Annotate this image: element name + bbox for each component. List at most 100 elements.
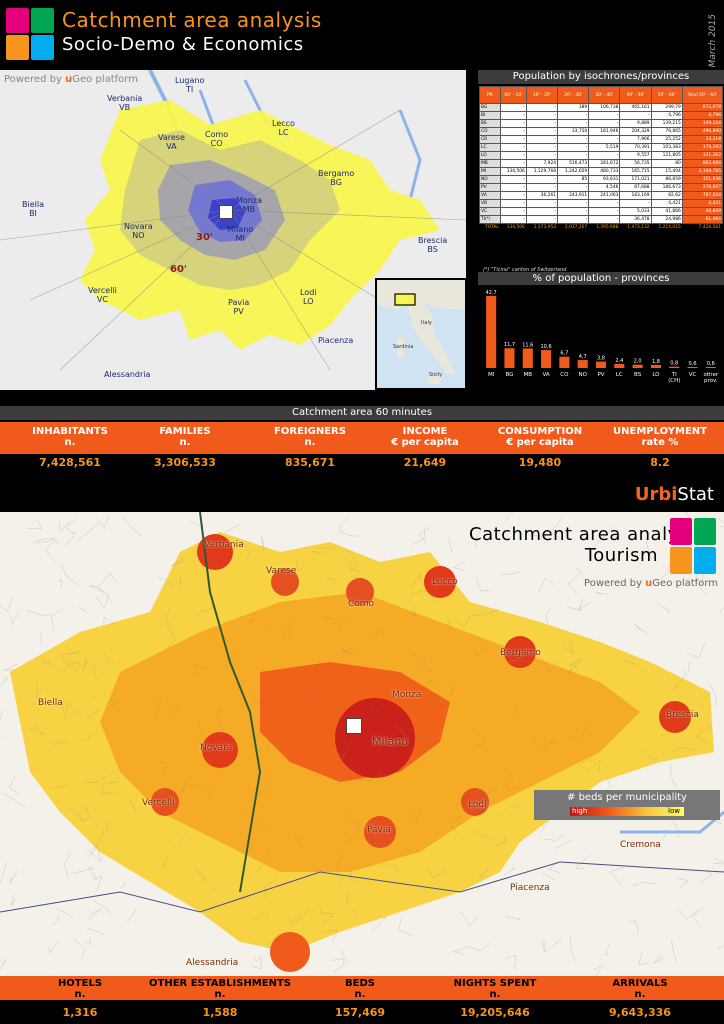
table-row: NO - -85 93,631 171,021 86,859 351,636 <box>479 175 724 184</box>
table-cell: 7,924 <box>525 159 559 168</box>
stat-unemployment-header: UNEMPLOYMENT rate % <box>595 426 724 448</box>
city-name: Monza <box>236 196 262 205</box>
urbistat-logo-urbi: Urbi <box>634 484 678 505</box>
stat-label: NIGHTS SPENT <box>453 978 537 989</box>
table-cell: - <box>525 215 559 224</box>
table-cell: - <box>525 119 559 128</box>
legend-gradient <box>570 807 684 816</box>
city-code: VA <box>166 142 177 151</box>
city-label: Alessandria <box>104 370 150 379</box>
map-city-label: Monza <box>392 690 422 700</box>
city-label: Brescia BS <box>418 236 447 254</box>
table-cell: 7,428,561 <box>681 223 724 232</box>
table-cell: 278,007 <box>681 183 724 192</box>
bar-NO <box>577 360 588 368</box>
table-cell: - <box>499 199 527 208</box>
logo-tile-o <box>31 35 54 60</box>
table-cell: - <box>499 215 527 224</box>
logo-tile-o <box>694 547 716 574</box>
bar-BS <box>632 364 643 368</box>
table-cell: - <box>499 175 527 184</box>
city-name: Brescia <box>418 236 448 245</box>
map-city-label: Lecco <box>432 577 458 587</box>
table-cell: NO <box>479 175 501 184</box>
stat-label: UNEMPLOYMENT <box>613 426 707 437</box>
table-cell: 9,557 <box>619 151 652 160</box>
city-code: NO <box>132 231 145 240</box>
stat-label: FOREIGNERS <box>274 426 346 437</box>
city-label: Lodi LO <box>300 288 317 306</box>
stat-beds-header: BEDS n. <box>300 978 420 1000</box>
table-cell: 204,329 <box>619 127 652 136</box>
table-cell: 33,218 <box>681 135 724 144</box>
table-cell: - <box>499 159 527 168</box>
table-cell: BG <box>479 103 501 112</box>
bar-VA <box>541 350 552 368</box>
logo-tile-p <box>670 547 692 574</box>
stat-unit: n. <box>64 437 76 448</box>
bar-category-label: VA <box>542 372 549 378</box>
table-cell: - <box>525 151 559 160</box>
table-cell: - <box>588 119 621 128</box>
table-cell: 50' - 60' <box>650 86 683 104</box>
city-label: Como CO <box>205 130 228 148</box>
table-cell: 76,865 <box>650 127 683 136</box>
table-cell: - <box>557 119 590 128</box>
table-cell: 2,037,267 <box>557 223 590 232</box>
table-cell: 1,473,132 <box>619 223 652 232</box>
stat-consumption-header: CONSUMPTION € per capita <box>470 426 610 448</box>
page-title: Catchment area analysis <box>62 8 322 32</box>
chart-title: % of population - provinces <box>478 272 724 285</box>
table-cell: 80 <box>650 159 683 168</box>
table-cell: 480,733 <box>588 167 621 176</box>
bar-value-label: 11,7 <box>504 342 515 348</box>
map-city-label: Bergamo <box>500 648 541 658</box>
table-cell: 15,404 <box>650 167 683 176</box>
bar-value-label: 6,7 <box>560 351 568 357</box>
table-cell: 5,519 <box>588 143 621 152</box>
table-cell: BS <box>479 119 501 128</box>
city-code: MI <box>235 234 245 243</box>
table-cell: - <box>525 199 559 208</box>
logo-tile-x <box>694 518 716 545</box>
table-cell: 4,796 <box>681 111 724 120</box>
bar-value-label: 11,6 <box>522 342 533 348</box>
table-cell: 183,169 <box>619 191 652 200</box>
table-cell: 299,79 <box>650 103 683 112</box>
stat-hotels-header: HOTELS n. <box>20 978 140 1000</box>
table-cell: VA <box>479 191 501 200</box>
map-city-label: Como <box>348 599 375 609</box>
table-cell: - <box>499 127 527 136</box>
stat-label: INHABITANTS <box>32 426 108 437</box>
table-cell: - <box>557 207 590 216</box>
inset-label: Sicily <box>429 372 443 378</box>
table-cell: Total 00' - 60' <box>681 86 724 104</box>
powered-geo: Geo <box>652 578 673 589</box>
table-cell: 93,631 <box>588 175 621 184</box>
stat-other-establishments-value: 1,588 <box>202 1006 238 1019</box>
powered-u: u <box>645 578 653 589</box>
city-name: Lodi <box>300 288 317 297</box>
stat-hotels-value: 1,316 <box>62 1006 98 1019</box>
table-cell: - <box>499 119 527 128</box>
bar-value-label: 0,6 <box>689 361 697 367</box>
table-cell: 00' - 10' <box>499 86 527 104</box>
bar-LC <box>614 363 625 368</box>
bar-value-label: 4,7 <box>579 354 587 360</box>
bar-category-label: prov. <box>704 378 718 384</box>
table-cell: - <box>557 215 590 224</box>
city-code: CO <box>210 139 223 148</box>
table-cell: 4,421 <box>681 199 724 208</box>
stat-nights-spent-value: 19,205,646 <box>460 1006 530 1019</box>
table-cell: 179,293 <box>681 143 724 152</box>
table-cell: - <box>588 199 621 208</box>
city-label: Biella BI <box>22 200 44 218</box>
map-city-label: Milano <box>372 735 409 748</box>
stat-unit: n. <box>304 437 316 448</box>
powered-prefix: Powered by <box>4 74 66 85</box>
table-cell: 40' - 50' <box>619 86 652 104</box>
table-cell: - <box>525 111 559 120</box>
stat-label: CONSUMPTION <box>497 426 583 437</box>
table-cell: 1,173,953 <box>525 223 559 232</box>
table-cell: 1,395,688 <box>588 223 621 232</box>
